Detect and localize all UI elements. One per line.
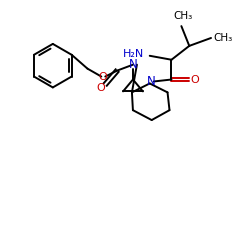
Text: N: N [147, 75, 156, 88]
Text: H₂N: H₂N [122, 49, 144, 59]
Text: O: O [191, 74, 200, 85]
Text: O: O [96, 84, 105, 94]
Text: CH₃: CH₃ [213, 33, 233, 43]
Text: CH₃: CH₃ [174, 11, 193, 21]
Text: N: N [128, 58, 137, 71]
Text: O: O [98, 72, 107, 82]
